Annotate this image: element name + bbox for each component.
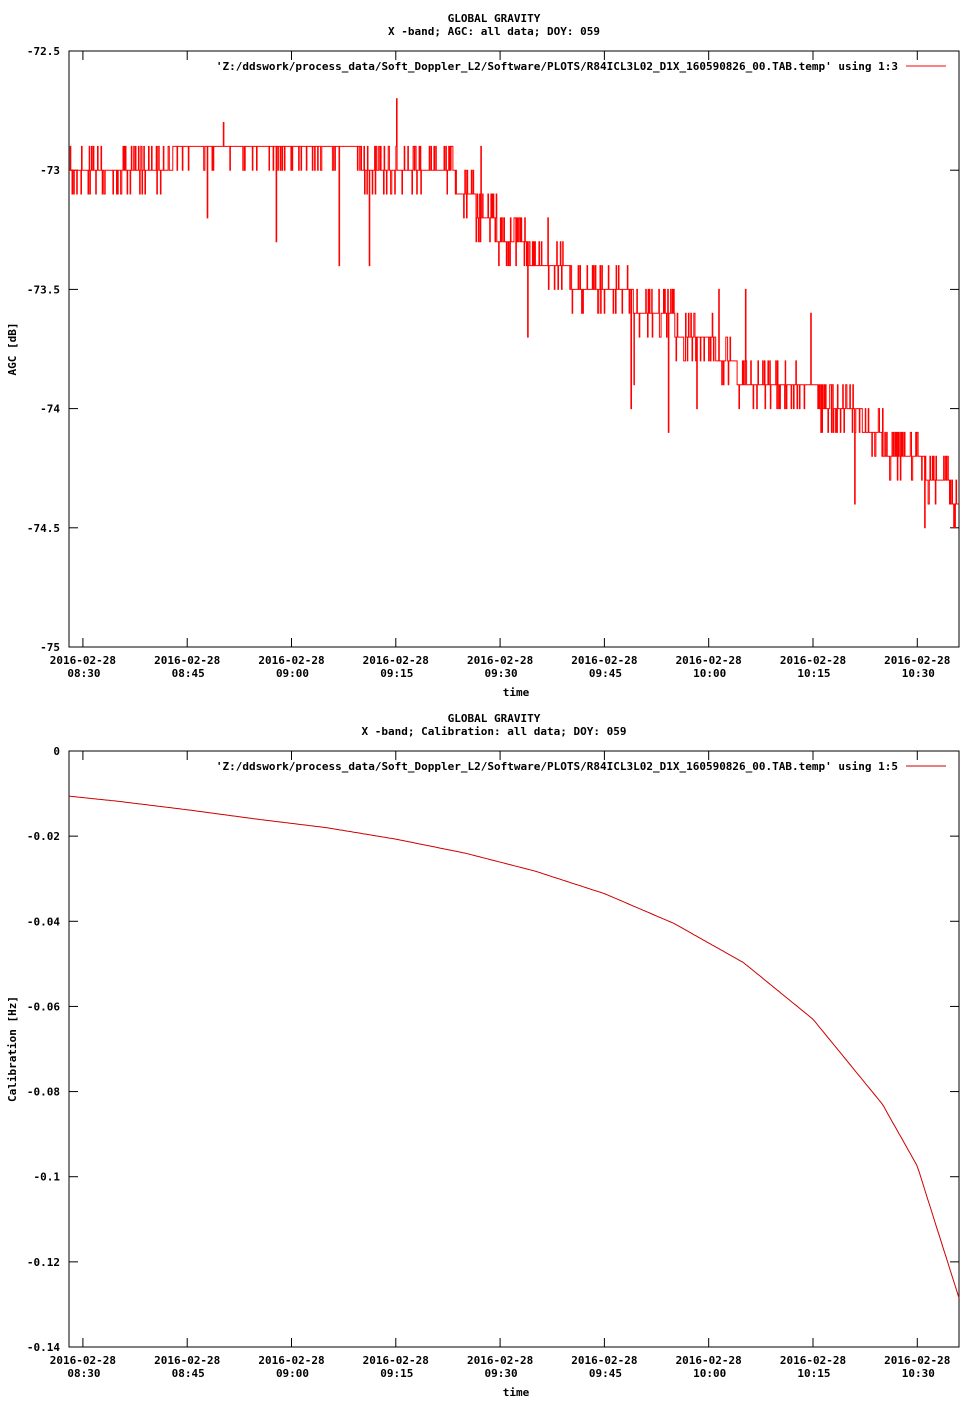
- x-tick-label-date: 2016-02-28: [780, 1354, 846, 1367]
- x-tick-label-time: 09:15: [380, 1367, 413, 1380]
- legend-label: 'Z:/ddswork/process_data/Soft_Doppler_L2…: [216, 60, 898, 73]
- x-tick-label-date: 2016-02-28: [154, 654, 220, 667]
- x-tick-label-date: 2016-02-28: [780, 654, 846, 667]
- calibration-series-line: [68, 795, 960, 1299]
- x-tick-label-time: 08:45: [172, 1367, 205, 1380]
- x-tick-label-date: 2016-02-28: [154, 1354, 220, 1367]
- x-tick-label-date: 2016-02-28: [258, 654, 324, 667]
- x-tick-label-time: 10:30: [902, 667, 935, 680]
- x-tick-label-date: 2016-02-28: [50, 1354, 116, 1367]
- x-tick-label-date: 2016-02-28: [467, 654, 533, 667]
- x-tick-label-time: 08:30: [67, 667, 100, 680]
- y-tick-label: -0.12: [27, 1256, 60, 1269]
- y-tick-label: -0.04: [27, 915, 60, 928]
- plot-frame: [68, 750, 960, 1348]
- y-tick-label: -73: [40, 164, 60, 177]
- x-tick-label-time: 10:00: [693, 1367, 726, 1380]
- y-tick-label: -0.1: [34, 1171, 61, 1184]
- x-tick-label-date: 2016-02-28: [884, 654, 950, 667]
- x-tick-label-time: 09:45: [589, 1367, 622, 1380]
- y-tick-label: -74: [40, 403, 60, 416]
- y-tick-label: -75: [40, 641, 60, 654]
- y-tick-label: 0: [53, 745, 60, 758]
- chart-subtitle: X -band; Calibration: all data; DOY: 059: [362, 725, 627, 738]
- x-tick-label-time: 09:00: [276, 667, 309, 680]
- plot-frame: [68, 50, 960, 648]
- y-tick-label: -73.5: [27, 283, 60, 296]
- x-tick-label-date: 2016-02-28: [676, 654, 742, 667]
- x-tick-label-time: 10:15: [797, 667, 830, 680]
- x-tick-label-date: 2016-02-28: [363, 1354, 429, 1367]
- x-tick-label-time: 10:15: [797, 1367, 830, 1380]
- y-axis-label: AGC [dB]: [6, 323, 19, 376]
- x-tick-label-date: 2016-02-28: [571, 654, 637, 667]
- x-tick-label-time: 09:45: [589, 667, 622, 680]
- x-tick-label-time: 08:45: [172, 667, 205, 680]
- x-tick-label-date: 2016-02-28: [363, 654, 429, 667]
- x-tick-label-date: 2016-02-28: [467, 1354, 533, 1367]
- y-tick-label: -72.5: [27, 45, 60, 58]
- agc-series-line: [69, 98, 959, 529]
- x-tick-label-time: 09:00: [276, 1367, 309, 1380]
- x-axis-label: time: [503, 1386, 530, 1399]
- chart-title: GLOBAL GRAVITY: [448, 12, 541, 25]
- y-tick-label: -74.5: [27, 522, 60, 535]
- legend-label: 'Z:/ddswork/process_data/Soft_Doppler_L2…: [216, 760, 898, 773]
- x-tick-label-date: 2016-02-28: [884, 1354, 950, 1367]
- x-axis-label: time: [503, 686, 530, 699]
- y-tick-label: -0.08: [27, 1086, 60, 1099]
- x-tick-label-date: 2016-02-28: [676, 1354, 742, 1367]
- x-tick-label-date: 2016-02-28: [258, 1354, 324, 1367]
- x-tick-label-time: 09:30: [485, 667, 518, 680]
- y-tick-label: -0.14: [27, 1341, 60, 1354]
- chart-title: GLOBAL GRAVITY: [448, 712, 541, 725]
- x-tick-label-date: 2016-02-28: [50, 654, 116, 667]
- x-tick-label-time: 08:30: [67, 1367, 100, 1380]
- x-tick-label-time: 10:30: [902, 1367, 935, 1380]
- x-tick-label-date: 2016-02-28: [571, 1354, 637, 1367]
- chart-subtitle: X -band; AGC: all data; DOY: 059: [388, 25, 600, 38]
- x-tick-label-time: 09:30: [485, 1367, 518, 1380]
- x-tick-label-time: 10:00: [693, 667, 726, 680]
- x-tick-label-time: 09:15: [380, 667, 413, 680]
- y-tick-label: -0.06: [27, 1000, 60, 1013]
- y-tick-label: -0.02: [27, 830, 60, 843]
- y-axis-label: Calibration [Hz]: [6, 996, 19, 1102]
